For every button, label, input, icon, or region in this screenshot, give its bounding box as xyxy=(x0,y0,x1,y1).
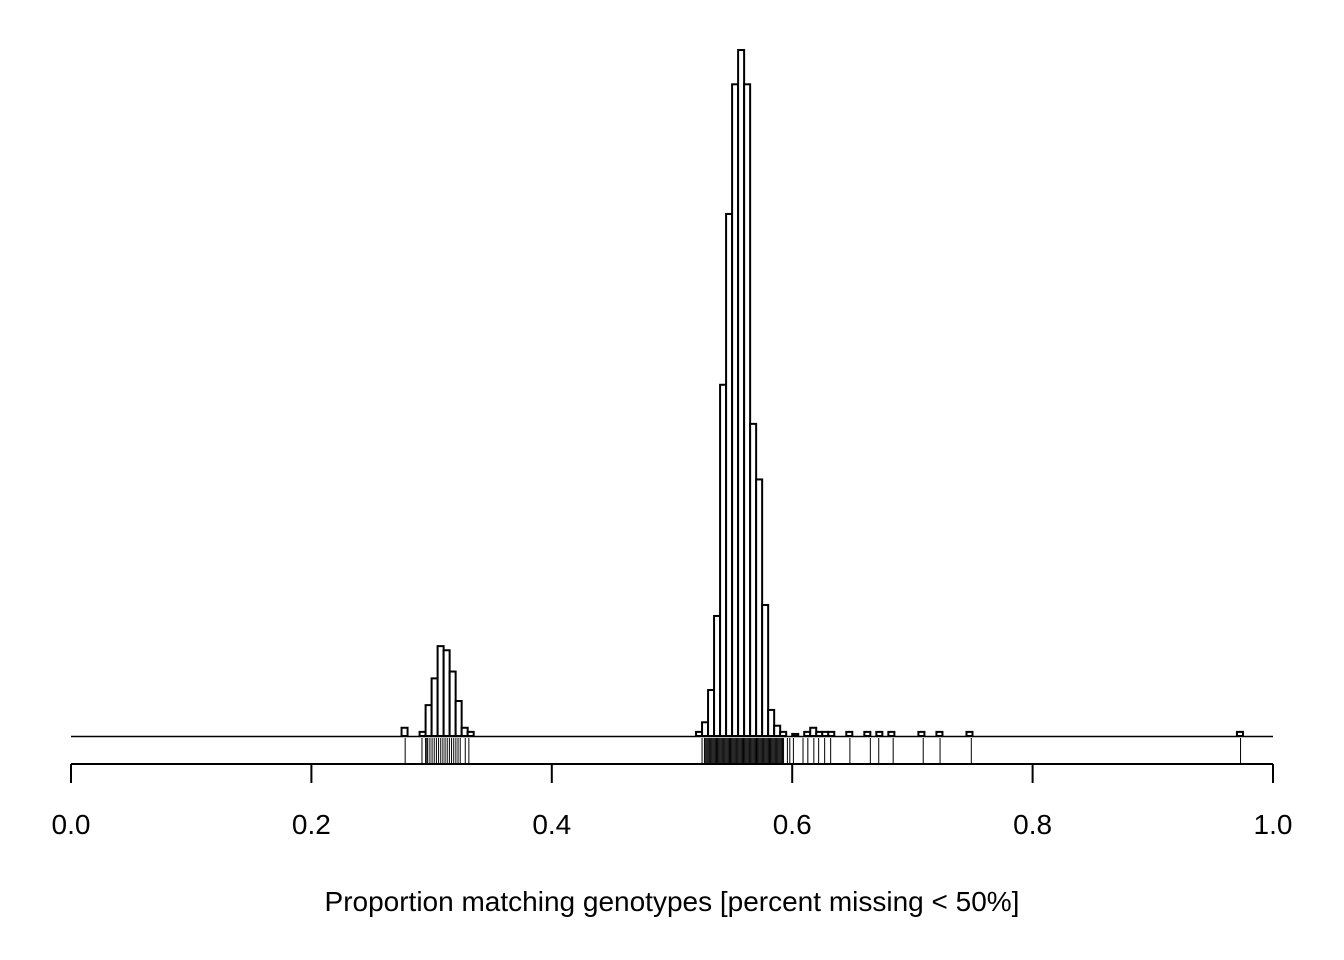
rug-marks xyxy=(404,738,1242,763)
histogram-bar xyxy=(917,730,926,738)
histogram-bar xyxy=(887,730,896,738)
x-tick-label: 0.0 xyxy=(52,809,91,840)
x-tick-label: 0.6 xyxy=(773,809,812,840)
x-tick-label: 0.4 xyxy=(532,809,571,840)
x-tick-label: 1.0 xyxy=(1254,809,1293,840)
histogram-bar xyxy=(863,730,872,738)
histogram-bar xyxy=(779,730,788,738)
x-axis-label: Proportion matching genotypes [percent m… xyxy=(325,886,1020,917)
histogram-bar xyxy=(791,732,800,738)
histogram-bar xyxy=(875,730,884,738)
histogram-bar xyxy=(845,730,854,738)
histogram-bar xyxy=(466,730,475,738)
x-tick-label: 0.8 xyxy=(1013,809,1052,840)
histogram-bar xyxy=(827,730,836,738)
histogram-bar xyxy=(965,730,974,738)
histogram-bar xyxy=(1235,730,1244,738)
histogram-bar xyxy=(935,730,944,738)
histogram-bar xyxy=(400,726,409,738)
x-tick-label: 0.2 xyxy=(292,809,331,840)
x-axis: 0.0 0.2 0.4 0.6 0.8 1.0 xyxy=(52,763,1293,840)
histogram-bars xyxy=(400,49,1244,738)
